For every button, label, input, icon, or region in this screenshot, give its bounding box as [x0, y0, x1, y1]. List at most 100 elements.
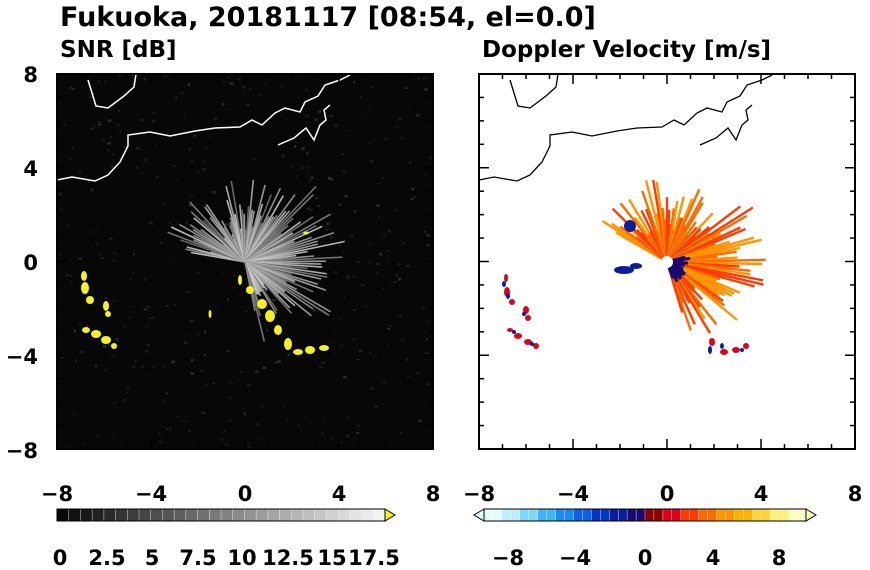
- snr-noise-cell: [342, 170, 345, 172]
- snr-noise-cell: [89, 230, 93, 234]
- snr-noise-cell: [114, 300, 116, 303]
- snr-noise-cell: [208, 136, 210, 138]
- snr-high-blob: [105, 311, 111, 317]
- snr-high-blob: [81, 271, 87, 281]
- velocity-colorbar-swatch: [707, 508, 718, 522]
- velocity-coastline: [478, 74, 773, 182]
- snr-noise-cell: [169, 428, 171, 431]
- snr-noise-cell: [354, 182, 356, 185]
- snr-noise-cell: [199, 108, 202, 110]
- snr-high-blob: [91, 330, 101, 338]
- snr-colorbar-swatch: [220, 508, 234, 522]
- velocity-x-tick-label: 0: [660, 482, 675, 506]
- snr-noise-cell: [376, 262, 379, 265]
- velocity-outbound-blob: [533, 343, 539, 349]
- velocity-inbound-blob: [506, 293, 510, 299]
- snr-noise-cell: [78, 257, 82, 260]
- snr-colorbar-swatch: [337, 508, 351, 522]
- snr-noise-cell: [334, 124, 338, 127]
- snr-colorbar-swatch: [302, 508, 316, 522]
- snr-noise-cell: [104, 80, 106, 83]
- snr-noise-cell: [384, 234, 387, 238]
- snr-noise-cell: [331, 436, 333, 440]
- snr-noise-cell: [382, 233, 386, 235]
- snr-noise-cell: [186, 290, 190, 293]
- snr-noise-cell: [274, 361, 279, 364]
- snr-noise-cell: [205, 146, 207, 150]
- snr-noise-cell: [346, 275, 350, 279]
- velocity-outbound-blob: [524, 339, 532, 345]
- snr-noise-cell: [342, 251, 344, 253]
- snr-noise-cell: [118, 110, 121, 113]
- snr-noise-cell: [113, 401, 117, 405]
- snr-noise-cell: [323, 237, 325, 241]
- snr-noise-cell: [422, 76, 426, 80]
- snr-noise-cell: [107, 119, 112, 122]
- snr-noise-cell: [393, 281, 397, 283]
- snr-noise-cell: [309, 277, 312, 279]
- snr-noise-cell: [309, 420, 314, 422]
- snr-noise-cell: [297, 424, 301, 428]
- velocity-x-tick-label: 8: [848, 482, 863, 506]
- snr-noise-cell: [321, 362, 325, 364]
- snr-colorbar-swatch: [291, 508, 304, 522]
- snr-noise-cell: [107, 142, 111, 145]
- snr-x-axis: −8 −4 0 4 8: [41, 482, 440, 506]
- snr-noise-cell: [329, 341, 331, 343]
- snr-noise-cell: [352, 309, 357, 311]
- snr-noise-cell: [90, 127, 95, 131]
- snr-noise-cell: [184, 341, 187, 344]
- snr-noise-cell: [429, 80, 432, 83]
- snr-noise-cell: [188, 430, 190, 433]
- snr-noise-cell: [202, 167, 207, 171]
- snr-noise-cell: [395, 372, 398, 375]
- snr-noise-cell: [380, 235, 381, 238]
- snr-noise-cell: [408, 131, 410, 133]
- snr-colorbar-swatch: [150, 508, 163, 522]
- velocity-colorbar-swatch: [609, 508, 619, 522]
- snr-noise-cell: [225, 349, 230, 353]
- velocity-echo-fan: [602, 179, 766, 334]
- snr-noise-cell: [93, 124, 97, 128]
- snr-noise-cell: [379, 252, 383, 256]
- snr-noise-cell: [334, 185, 338, 187]
- snr-noise-cell: [189, 194, 193, 197]
- snr-colorbar-label: 5: [145, 546, 160, 570]
- snr-noise-cell: [94, 364, 98, 368]
- velocity-inbound-blob: [502, 281, 506, 287]
- snr-noise-cell: [353, 210, 357, 213]
- snr-colorbar-label: 0: [53, 546, 68, 570]
- snr-noise-cell: [301, 77, 303, 80]
- snr-noise-cell: [124, 146, 129, 149]
- velocity-outbound-blob: [504, 274, 508, 282]
- snr-noise-cell: [329, 115, 334, 117]
- snr-noise-cell: [97, 225, 100, 227]
- velocity-colorbar-extend-max: [805, 508, 817, 522]
- snr-noise-cell: [388, 203, 391, 205]
- snr-noise-cell: [344, 345, 346, 348]
- velocity-colorbar-swatch: [483, 508, 494, 522]
- snr-noise-cell: [307, 207, 310, 210]
- snr-noise-cell: [339, 203, 342, 206]
- snr-colorbar-label: 7.5: [179, 546, 216, 570]
- snr-noise-cell: [205, 383, 208, 386]
- velocity-colorbar-label: 0: [638, 546, 653, 570]
- snr-noise-cell: [110, 354, 112, 357]
- snr-noise-cell: [213, 117, 217, 120]
- snr-noise-cell: [212, 382, 215, 385]
- snr-noise-cell: [340, 317, 342, 320]
- snr-noise-cell: [287, 353, 291, 357]
- snr-noise-cell: [112, 436, 116, 438]
- snr-noise-cell: [330, 177, 334, 181]
- snr-noise-cell: [196, 334, 199, 336]
- snr-noise-cell: [89, 96, 93, 99]
- snr-noise-cell: [69, 158, 71, 161]
- snr-noise-cell: [143, 384, 145, 386]
- snr-noise-cell: [165, 305, 169, 307]
- snr-noise-cell: [70, 281, 74, 284]
- snr-noise-cell: [405, 358, 409, 361]
- snr-noise-cell: [73, 329, 76, 333]
- snr-colorbar-swatch: [80, 508, 93, 522]
- snr-noise-cell: [63, 123, 66, 126]
- snr-noise-cell: [177, 178, 179, 181]
